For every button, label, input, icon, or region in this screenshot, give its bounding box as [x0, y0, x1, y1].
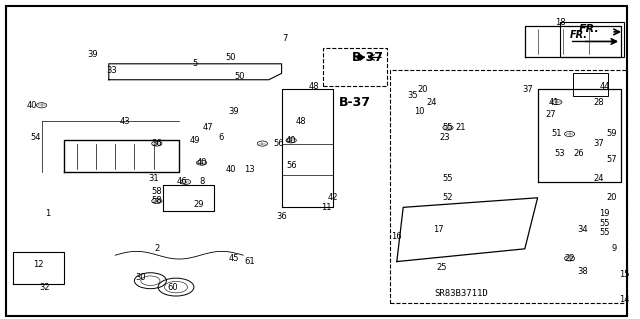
Text: 24: 24	[593, 174, 604, 183]
Text: 16: 16	[392, 232, 402, 241]
Text: 55: 55	[443, 174, 453, 183]
Text: 38: 38	[577, 267, 588, 276]
Text: 11: 11	[321, 203, 332, 212]
Text: 19: 19	[600, 209, 610, 218]
Text: 22: 22	[564, 254, 575, 263]
Text: 5: 5	[193, 59, 198, 68]
Text: 59: 59	[606, 130, 616, 138]
Text: 46: 46	[177, 177, 188, 186]
Text: 57: 57	[606, 155, 616, 164]
Text: 56: 56	[286, 161, 296, 170]
Text: 36: 36	[152, 139, 162, 148]
Text: 43: 43	[120, 117, 130, 126]
Text: SR83B3711D: SR83B3711D	[434, 289, 488, 298]
Text: 55: 55	[600, 228, 610, 237]
Polygon shape	[356, 55, 364, 60]
Text: 41: 41	[548, 98, 559, 107]
Text: 20: 20	[417, 85, 428, 94]
Text: FR.: FR.	[579, 24, 599, 34]
Text: 53: 53	[555, 149, 565, 158]
Text: 31: 31	[148, 174, 159, 183]
Text: 55: 55	[443, 123, 453, 132]
Bar	[323, 48, 387, 86]
Bar	[390, 70, 627, 303]
Text: 30: 30	[136, 273, 146, 282]
Text: 18: 18	[555, 18, 565, 27]
Text: 21: 21	[456, 123, 466, 132]
Text: 58: 58	[152, 197, 162, 205]
Text: 42: 42	[328, 193, 338, 202]
Text: 25: 25	[436, 263, 447, 272]
Text: 28: 28	[593, 98, 604, 107]
Text: 51: 51	[552, 130, 562, 138]
Text: 50: 50	[235, 72, 245, 81]
Text: 23: 23	[440, 133, 450, 142]
Text: 35: 35	[408, 91, 418, 100]
Text: 39: 39	[88, 50, 98, 59]
Text: 6: 6	[218, 133, 223, 142]
Text: 17: 17	[433, 225, 444, 234]
Text: 40: 40	[196, 158, 207, 167]
Text: 40: 40	[27, 101, 37, 110]
Text: 15: 15	[619, 270, 629, 279]
Bar	[560, 22, 624, 57]
Text: 9: 9	[612, 244, 617, 253]
Text: 36: 36	[276, 212, 287, 221]
Text: B-37: B-37	[339, 96, 371, 108]
Text: 8: 8	[199, 177, 204, 186]
Text: 13: 13	[244, 165, 255, 174]
Text: 40: 40	[286, 136, 296, 145]
Text: 61: 61	[244, 257, 255, 266]
Text: B-37: B-37	[352, 51, 384, 64]
Text: 27: 27	[545, 110, 556, 119]
Text: 20: 20	[606, 193, 616, 202]
Text: 33: 33	[107, 66, 117, 75]
Text: 44: 44	[600, 82, 610, 91]
Text: 14: 14	[619, 295, 629, 304]
Text: 56: 56	[273, 139, 284, 148]
Text: 40: 40	[225, 165, 236, 174]
Text: 10: 10	[414, 107, 424, 116]
Text: 2: 2	[154, 244, 159, 253]
Text: 55: 55	[600, 219, 610, 228]
Text: 58: 58	[152, 187, 162, 196]
Bar	[573, 73, 608, 96]
Text: 60: 60	[168, 283, 178, 292]
Text: 49: 49	[190, 136, 200, 145]
Text: 39: 39	[228, 107, 239, 116]
Text: 45: 45	[228, 254, 239, 263]
Text: 37: 37	[523, 85, 533, 94]
Text: 7: 7	[282, 34, 287, 43]
Text: 47: 47	[203, 123, 213, 132]
Text: 54: 54	[30, 133, 40, 142]
Text: 48: 48	[296, 117, 306, 126]
Text: 48: 48	[308, 82, 319, 91]
Text: 37: 37	[593, 139, 604, 148]
Text: 52: 52	[443, 193, 453, 202]
Text: 32: 32	[40, 283, 50, 292]
Text: 12: 12	[33, 260, 44, 269]
Text: 29: 29	[193, 200, 204, 209]
Text: 26: 26	[574, 149, 584, 158]
Text: 50: 50	[225, 53, 236, 62]
Text: 1: 1	[45, 209, 51, 218]
Text: 34: 34	[577, 225, 588, 234]
Text: 24: 24	[427, 98, 437, 107]
Text: FR.: FR.	[570, 30, 588, 40]
